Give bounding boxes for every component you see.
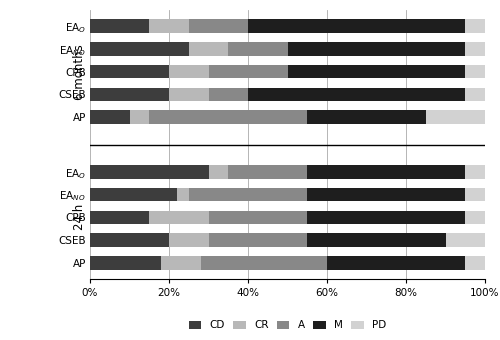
Legend: CD, CR, A, M, PD: CD, CR, A, M, PD (184, 316, 390, 335)
Bar (169, 88, 208, 101)
Bar (130, 110, 149, 124)
Bar (169, 65, 208, 79)
Bar (90, 65, 169, 79)
Text: 24 h: 24 h (73, 204, 86, 231)
Bar (189, 42, 228, 56)
Bar (90, 110, 130, 124)
Bar (307, 110, 426, 124)
Bar (465, 210, 485, 224)
Bar (228, 42, 288, 56)
Bar (200, 256, 327, 270)
Bar (90, 88, 169, 101)
Bar (465, 19, 485, 33)
Bar (307, 188, 465, 201)
Bar (149, 19, 189, 33)
Bar (149, 210, 208, 224)
Bar (288, 65, 465, 79)
Bar (307, 165, 465, 179)
Bar (189, 19, 248, 33)
Bar (208, 65, 288, 79)
Bar (248, 88, 465, 101)
Bar (90, 256, 161, 270)
Bar (208, 88, 248, 101)
Bar (208, 210, 307, 224)
Bar (90, 165, 208, 179)
Bar (169, 233, 208, 247)
Bar (149, 110, 307, 124)
Bar (465, 165, 485, 179)
Bar (208, 165, 228, 179)
Bar (465, 256, 485, 270)
Bar (327, 256, 465, 270)
Bar (208, 233, 307, 247)
Bar (307, 233, 446, 247)
Bar (177, 188, 189, 201)
Bar (248, 19, 465, 33)
Bar (446, 233, 485, 247)
Bar (465, 65, 485, 79)
Bar (426, 110, 485, 124)
Bar (465, 42, 485, 56)
Bar (90, 188, 177, 201)
Bar (90, 42, 189, 56)
Bar (465, 188, 485, 201)
Bar (307, 210, 465, 224)
Text: 6 months: 6 months (73, 44, 86, 100)
Bar (228, 165, 307, 179)
Bar (288, 42, 465, 56)
Bar (161, 256, 200, 270)
Bar (189, 188, 307, 201)
Bar (90, 19, 149, 33)
Bar (465, 88, 485, 101)
Bar (90, 210, 149, 224)
Bar (90, 233, 169, 247)
